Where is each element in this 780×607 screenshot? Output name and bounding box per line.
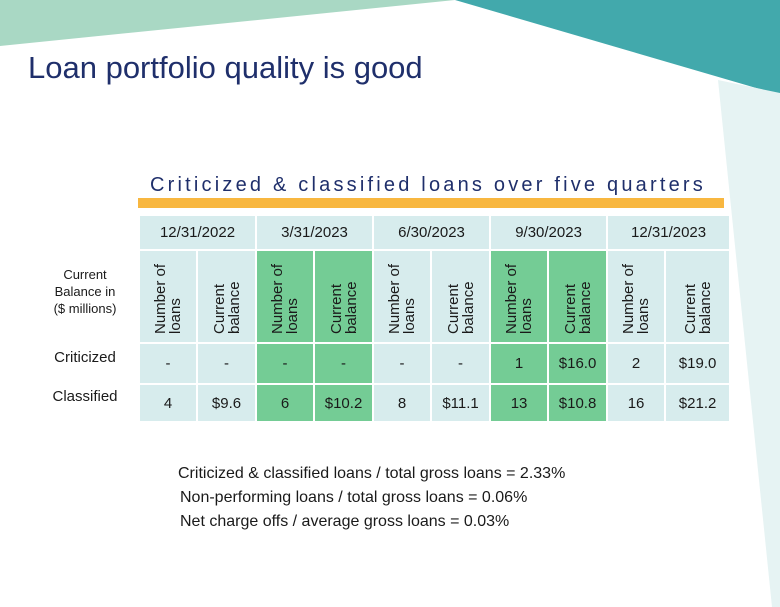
balance-subheader: Current balance [210,280,243,334]
quarter-header: 3/31/2023 [255,214,375,251]
criticized-balance-cell: - [430,342,492,385]
count-subheader: Number of loans [269,263,302,334]
loans-table: 12/31/2022 3/31/2023 6/30/2023 9/30/2023… [137,214,732,423]
column-subheader-row: Number of loans Current balance Number o… [138,249,732,344]
classified-count-cell: 4 [138,383,198,423]
criticized-balance-cell: $19.0 [664,342,732,385]
subheader-cell: Current balance [195,249,258,344]
criticized-balance-cell: - [195,342,258,385]
subheader-cell: Current balance [547,249,609,344]
balance-subheader: Current balance [327,280,360,334]
criticized-balance-cell: - [313,342,375,385]
count-subheader: Number of loans [152,263,184,334]
ratio-line: Net charge offs / average gross loans = … [180,513,510,530]
subheader-cell: Number of loans [372,249,433,344]
balance-subheader: Current balance [681,280,714,334]
classified-balance-cell: $10.2 [313,383,375,423]
ratio-line: Non-performing loans / total gross loans… [180,489,528,506]
quarter-header: 6/30/2023 [372,214,492,251]
balance-subheader: Current balance [561,280,594,334]
balance-subheader: Current balance [444,280,477,334]
subheader-cell: Number of loans [606,249,667,344]
classified-row: 4 $9.6 6 $10.2 8 $11.1 13 $10.8 16 $21.2 [138,383,732,423]
criticized-count-cell: - [372,342,433,385]
classified-count-cell: 6 [255,383,316,423]
criticized-count-cell: 1 [489,342,550,385]
quarter-header-row: 12/31/2022 3/31/2023 6/30/2023 9/30/2023… [137,214,732,251]
criticized-balance-cell: $16.0 [547,342,609,385]
subtitle-underline-bar [138,198,724,208]
balance-note-line: Current [63,267,107,282]
table-subtitle: Criticized & classified loans over five … [150,174,706,196]
criticized-count-cell: - [255,342,316,385]
subheader-cell: Current balance [313,249,375,344]
page-title: Loan portfolio quality is good [28,50,423,85]
classified-count-cell: 13 [489,383,550,423]
quarter-header: 12/31/2023 [606,214,732,251]
count-subheader: Number of loans [503,263,536,334]
classified-count-cell: 8 [372,383,433,423]
balance-unit-note: Current Balance in ($ millions) [30,266,140,317]
quarter-header: 12/31/2022 [137,214,258,251]
classified-balance-cell: $21.2 [664,383,732,423]
subheader-cell: Number of loans [489,249,550,344]
subheader-cell: Current balance [664,249,732,344]
subheader-cell: Current balance [430,249,492,344]
top-left-green-band [0,0,455,46]
criticized-count-cell: 2 [606,342,667,385]
ratio-line: Criticized & classified loans / total gr… [178,465,566,482]
row-label-criticized: Criticized [54,349,116,366]
classified-balance-cell: $9.6 [195,383,258,423]
row-label-classified: Classified [52,388,118,405]
classified-count-cell: 16 [606,383,667,423]
ratio-summary: Criticized & classified loans / total gr… [178,462,565,534]
quarter-header: 9/30/2023 [489,214,609,251]
criticized-count-cell: - [138,342,198,385]
top-right-teal-band [455,0,780,95]
balance-note-line: ($ millions) [53,301,117,316]
subheader-cell: Number of loans [138,249,198,344]
count-subheader: Number of loans [620,263,653,334]
classified-balance-cell: $10.8 [547,383,609,423]
right-light-teal-panel [718,80,780,607]
count-subheader: Number of loans [386,263,419,334]
subheader-cell: Number of loans [255,249,316,344]
criticized-row: - - - - - - 1 $16.0 2 $19.0 [138,342,732,385]
balance-note-line: Balance in [54,284,116,299]
classified-balance-cell: $11.1 [430,383,492,423]
